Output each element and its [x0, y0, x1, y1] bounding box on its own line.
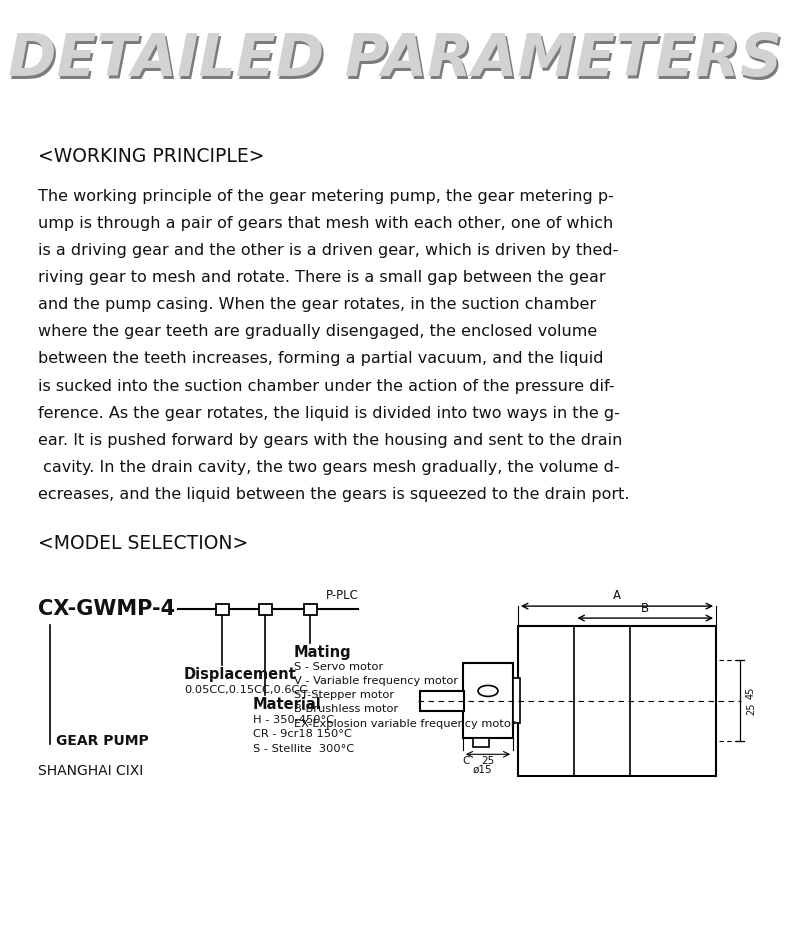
Text: V - Variable frequency motor: V - Variable frequency motor: [294, 676, 458, 686]
Text: 25: 25: [481, 756, 495, 767]
Text: Displacement: Displacement: [184, 667, 297, 682]
Text: C: C: [462, 756, 470, 767]
Text: H - 350-450°C: H - 350-450°C: [253, 715, 334, 725]
Bar: [303, 604, 317, 614]
Text: A: A: [613, 589, 621, 602]
Text: where the gear teeth are gradually disengaged, the enclosed volume: where the gear teeth are gradually disen…: [38, 324, 597, 339]
Text: <MODEL SELECTION>: <MODEL SELECTION>: [38, 534, 248, 554]
Text: ump is through a pair of gears that mesh with each other, one of which: ump is through a pair of gears that mesh…: [38, 216, 613, 231]
Text: CR - 9cr18 150°C: CR - 9cr18 150°C: [253, 729, 352, 740]
Text: S - Stellite  300°C: S - Stellite 300°C: [253, 744, 354, 754]
Bar: [513, 679, 520, 724]
Text: P-PLC: P-PLC: [326, 589, 359, 602]
Bar: [473, 739, 489, 747]
Text: CX-GWMP-4: CX-GWMP-4: [38, 599, 175, 619]
Text: Material: Material: [253, 697, 322, 712]
Text: ST-Stepper motor: ST-Stepper motor: [294, 690, 394, 700]
Text: between the teeth increases, forming a partial vacuum, and the liquid: between the teeth increases, forming a p…: [38, 352, 604, 367]
Text: B-Brushless motor: B-Brushless motor: [294, 704, 398, 714]
Bar: [258, 604, 272, 614]
Text: Mating: Mating: [294, 645, 352, 660]
Text: DETAILED PARAMETERS: DETAILED PARAMETERS: [9, 35, 784, 92]
Text: <WORKING PRINCIPLE>: <WORKING PRINCIPLE>: [38, 147, 265, 165]
Text: B: B: [641, 602, 649, 615]
Text: GEAR PUMP: GEAR PUMP: [56, 734, 149, 748]
Text: 0.05CC,0.15CC,0.6CC....: 0.05CC,0.15CC,0.6CC....: [184, 685, 322, 695]
Text: 45: 45: [746, 686, 756, 699]
Bar: [216, 604, 228, 614]
Text: riving gear to mesh and rotate. There is a small gap between the gear: riving gear to mesh and rotate. There is…: [38, 270, 606, 285]
Bar: [463, 664, 513, 739]
Text: S - Servo motor: S - Servo motor: [294, 662, 383, 672]
Bar: [420, 691, 464, 711]
Text: ecreases, and the liquid between the gears is squeezed to the drain port.: ecreases, and the liquid between the gea…: [38, 487, 630, 502]
Text: ø15: ø15: [472, 764, 492, 774]
Text: EX-Explosion variable frequency motor: EX-Explosion variable frequency motor: [294, 719, 516, 728]
Text: SHANGHAI CIXI: SHANGHAI CIXI: [38, 764, 143, 778]
Text: and the pump casing. When the gear rotates, in the suction chamber: and the pump casing. When the gear rotat…: [38, 297, 596, 312]
Text: 25: 25: [746, 702, 756, 715]
Bar: [518, 626, 716, 776]
Text: DETAILED PARAMETERS: DETAILED PARAMETERS: [8, 31, 782, 88]
Text: is a driving gear and the other is a driven gear, which is driven by thed-: is a driving gear and the other is a dri…: [38, 243, 619, 258]
Ellipse shape: [478, 685, 498, 697]
Text: ference. As the gear rotates, the liquid is divided into two ways in the g-: ference. As the gear rotates, the liquid…: [38, 406, 620, 421]
Text: The working principle of the gear metering pump, the gear metering p-: The working principle of the gear meteri…: [38, 189, 614, 204]
Text: is sucked into the suction chamber under the action of the pressure dif-: is sucked into the suction chamber under…: [38, 379, 615, 394]
Text: ear. It is pushed forward by gears with the housing and sent to the drain: ear. It is pushed forward by gears with …: [38, 433, 623, 448]
Text: cavity. In the drain cavity, the two gears mesh gradually, the volume d-: cavity. In the drain cavity, the two gea…: [38, 460, 619, 475]
